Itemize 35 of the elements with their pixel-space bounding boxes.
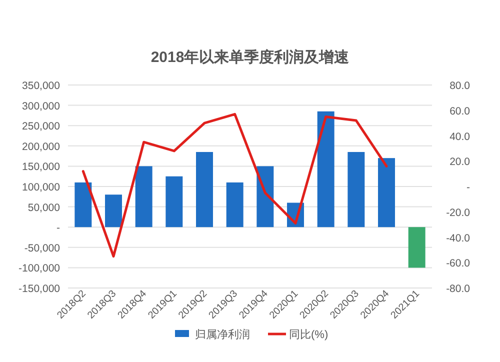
y2-tick-label: -60.0 [446,258,470,270]
legend-label: 同比(%) [289,328,328,341]
bar [408,227,426,268]
y-tick-label: 150,000 [22,161,60,174]
y-tick-label: -50,000 [24,242,60,254]
y2-tick-label: -40.0 [446,232,470,244]
y-tick-label: -150,000 [18,283,60,295]
legend-label: 归属净利润 [195,328,250,341]
bar [74,182,92,228]
y-tick-label: 250,000 [22,120,60,133]
y-tick-label: -100,000 [18,262,60,275]
y2-tick-label: 60.0 [450,105,470,118]
bar [105,194,122,228]
bar [256,166,274,228]
bar [378,158,395,228]
y2-tick-label: 40.0 [450,130,470,143]
y2-tick-label: -80.0 [446,283,470,295]
bar [196,152,213,228]
y2-tick-label: 20.0 [450,156,470,168]
bar [135,166,152,228]
y-tick-label: - [56,222,60,234]
y2-tick-label: -20.0 [446,206,470,219]
line-series [82,112,388,258]
y-tick-label: 100,000 [22,182,60,194]
y-tick-label: 300,000 [22,100,60,112]
y2-tick-label: - [466,182,470,194]
y2-tick-label: 80.0 [450,80,470,92]
bar [226,182,244,228]
chart-title: 2018年以来单季度利润及增速 [150,48,350,66]
bar [166,176,183,228]
y-tick-label: 200,000 [22,140,60,153]
y-tick-label: 50,000 [28,202,60,214]
bar [348,152,365,228]
y-tick-label: 350,000 [22,80,60,92]
bar [317,111,334,228]
